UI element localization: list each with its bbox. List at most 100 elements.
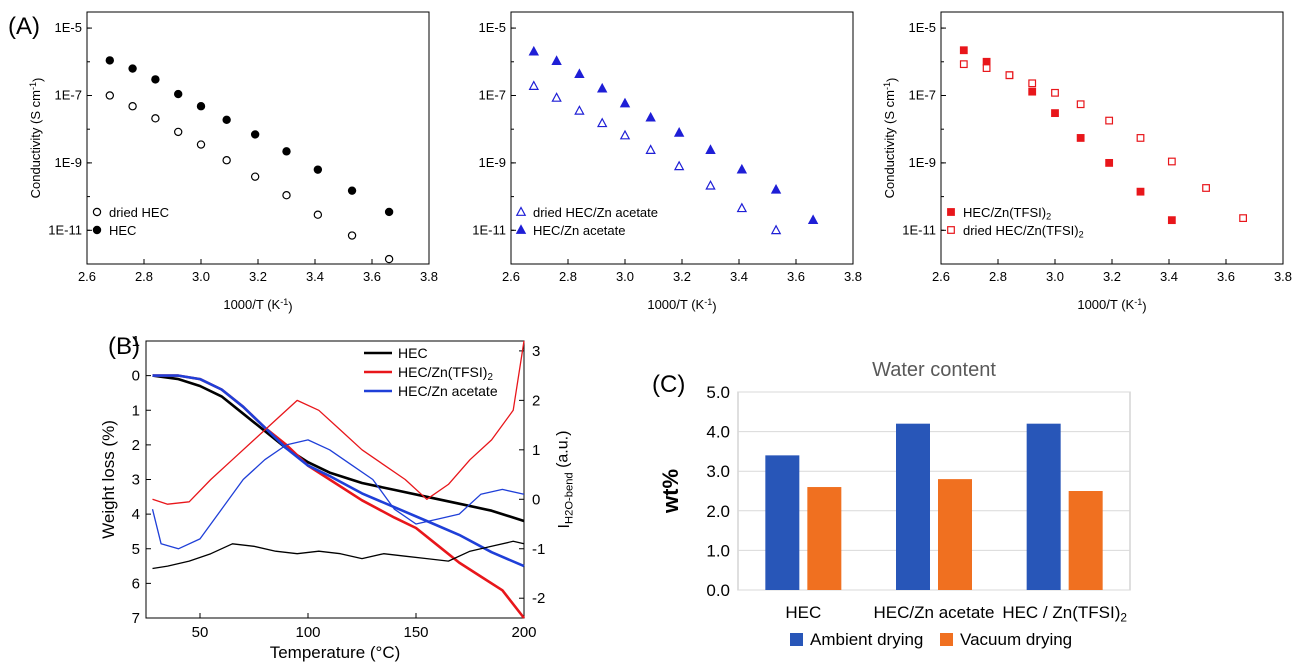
data-point-1: [128, 102, 137, 111]
bar-2: [938, 479, 972, 590]
legend-marker: [515, 224, 527, 234]
data-point-2: [596, 82, 608, 93]
y-axis-label: wt%: [658, 469, 683, 514]
y-tick-label: 1E-11: [902, 222, 936, 237]
panel-a3-conductivity-zn-tfsi: 2.6 2.8 3.0 3.2 3.4 3.6 3.8 1E-5 1E-7 1E-9 1E-11 10…: [882, 11, 1292, 314]
legend-marker: [947, 226, 955, 234]
y-tick-label: 7: [132, 610, 140, 627]
legend-swatch: [940, 633, 953, 646]
y2-tick-label: 2: [532, 392, 540, 409]
x-tick-label: 2.8: [989, 269, 1007, 284]
data-point-1: [1076, 134, 1085, 142]
bar-1: [765, 455, 800, 590]
legend-label: HEC/Zn(TFSI)2: [398, 364, 493, 383]
data-point-2: [1051, 88, 1059, 97]
x-tick-label: 2.8: [559, 269, 577, 284]
data-point-1: [736, 202, 748, 213]
x-tick-label: 3.2: [673, 269, 691, 284]
data-point-2: [770, 183, 782, 194]
data-point-2: [673, 127, 685, 137]
x-tick-label: 3.0: [616, 269, 634, 284]
data-point-2: [1105, 116, 1114, 125]
y2-tick-label: 0: [532, 491, 540, 508]
chart-title: Water content: [872, 359, 996, 381]
panel-label-b: (B): [108, 333, 140, 360]
data-point-1: [551, 92, 562, 102]
data-point-1: [1136, 187, 1145, 196]
y-tick-label: 4.0: [706, 423, 730, 442]
data-point-1: [528, 80, 540, 90]
y-tick-label: 3.0: [706, 462, 730, 481]
x-tick-label: 3.4: [730, 269, 748, 284]
panel-label-c: (C): [652, 371, 685, 398]
data-point-2: [282, 147, 291, 156]
data-point-2: [222, 115, 231, 124]
y2-tick-label: 1: [532, 442, 540, 459]
data-point-2: [959, 60, 968, 69]
x-tick-label: 3.6: [1217, 269, 1235, 284]
legend-label: HEC/Zn(TFSI)2: [963, 205, 1051, 222]
x-axis-label: 1000/T (K-1): [223, 297, 292, 314]
data-point-1: [705, 179, 716, 190]
legend-label: HEC/Zn acetate: [398, 383, 498, 399]
data-point-1: [574, 105, 585, 115]
data-point-2: [128, 64, 137, 73]
x-tick-label: 3.8: [1274, 269, 1292, 284]
data-point-1: [1051, 109, 1059, 118]
y-tick-label: 1E-5: [55, 20, 82, 35]
data-point-1: [1105, 158, 1114, 167]
y-axis-label: Weight loss (%): [99, 420, 118, 539]
data-point-2: [736, 163, 748, 174]
x-tick-label: 100: [295, 624, 320, 641]
y-tick-label: 1: [132, 402, 140, 419]
data-point-2: [1028, 79, 1037, 88]
x-tick-label: 2.8: [135, 269, 153, 284]
data-point-2: [551, 55, 562, 65]
data-point-2: [173, 89, 183, 99]
legend-marker: [92, 225, 102, 235]
data-point-1: [250, 172, 260, 181]
bar-2: [807, 487, 842, 590]
y-tick-label: 1E-7: [479, 87, 506, 102]
y-tick-label: 4: [132, 506, 140, 523]
y-tick-label: 1E-9: [55, 155, 82, 170]
y-tick-label: 1E-11: [472, 222, 506, 237]
category-label: HEC / Zn(TFSI)2: [1002, 603, 1127, 625]
data-point-2: [1167, 157, 1176, 166]
series-line-6: [151, 439, 525, 550]
data-point-1: [1028, 87, 1037, 96]
category-label: HEC: [785, 603, 821, 622]
bar-1: [1026, 423, 1061, 590]
bar-1: [896, 423, 930, 590]
data-point-2: [347, 186, 357, 195]
x-tick-label: 3.6: [363, 269, 381, 284]
data-point-2: [1005, 71, 1014, 80]
data-point-2: [807, 214, 819, 225]
data-point-1: [596, 117, 608, 128]
data-point-1: [222, 156, 231, 165]
y-tick-label: 2.0: [706, 502, 730, 521]
x-tick-label: 2.6: [78, 269, 96, 284]
data-point-2: [1239, 214, 1248, 223]
bar-2: [1068, 491, 1103, 590]
panel-a2-conductivity-zn-acetate: 2.6 2.8 3.0 3.2 3.4 3.6 3.8 1E-5 1E-7 1E-9 1E-11 10…: [472, 11, 862, 314]
y2-tick-label: 3: [532, 343, 540, 360]
x-tick-label: 3.4: [306, 269, 324, 284]
data-point-1: [959, 46, 968, 55]
x-tick-label: 2.6: [932, 269, 950, 284]
x-axis-label: Temperature (°C): [270, 643, 401, 662]
panel-a1-conductivity-hec: 2.6 2.8 3.0 3.2 3.4 3.6 3.8 1E-5 1E-7 1E-9 1E-11 10…: [28, 11, 438, 314]
legend-marker: [947, 208, 955, 216]
data-point-2: [982, 64, 991, 72]
legend-label: HEC: [109, 223, 136, 238]
legend-marker: [92, 207, 102, 217]
data-point-1: [347, 231, 357, 240]
data-point-1: [384, 254, 394, 264]
y-tick-label: 1E-7: [55, 87, 82, 102]
data-point-2: [528, 45, 540, 56]
x-axis-label: 1000/T (K-1): [1077, 297, 1146, 314]
plot-frame: [86, 11, 430, 265]
panel-c-water-content: Water content 0.0 1.0 2.0 3.0 4.0 5.0 wt% HEC HEC…: [658, 359, 1131, 649]
data-point-2: [1076, 100, 1085, 109]
